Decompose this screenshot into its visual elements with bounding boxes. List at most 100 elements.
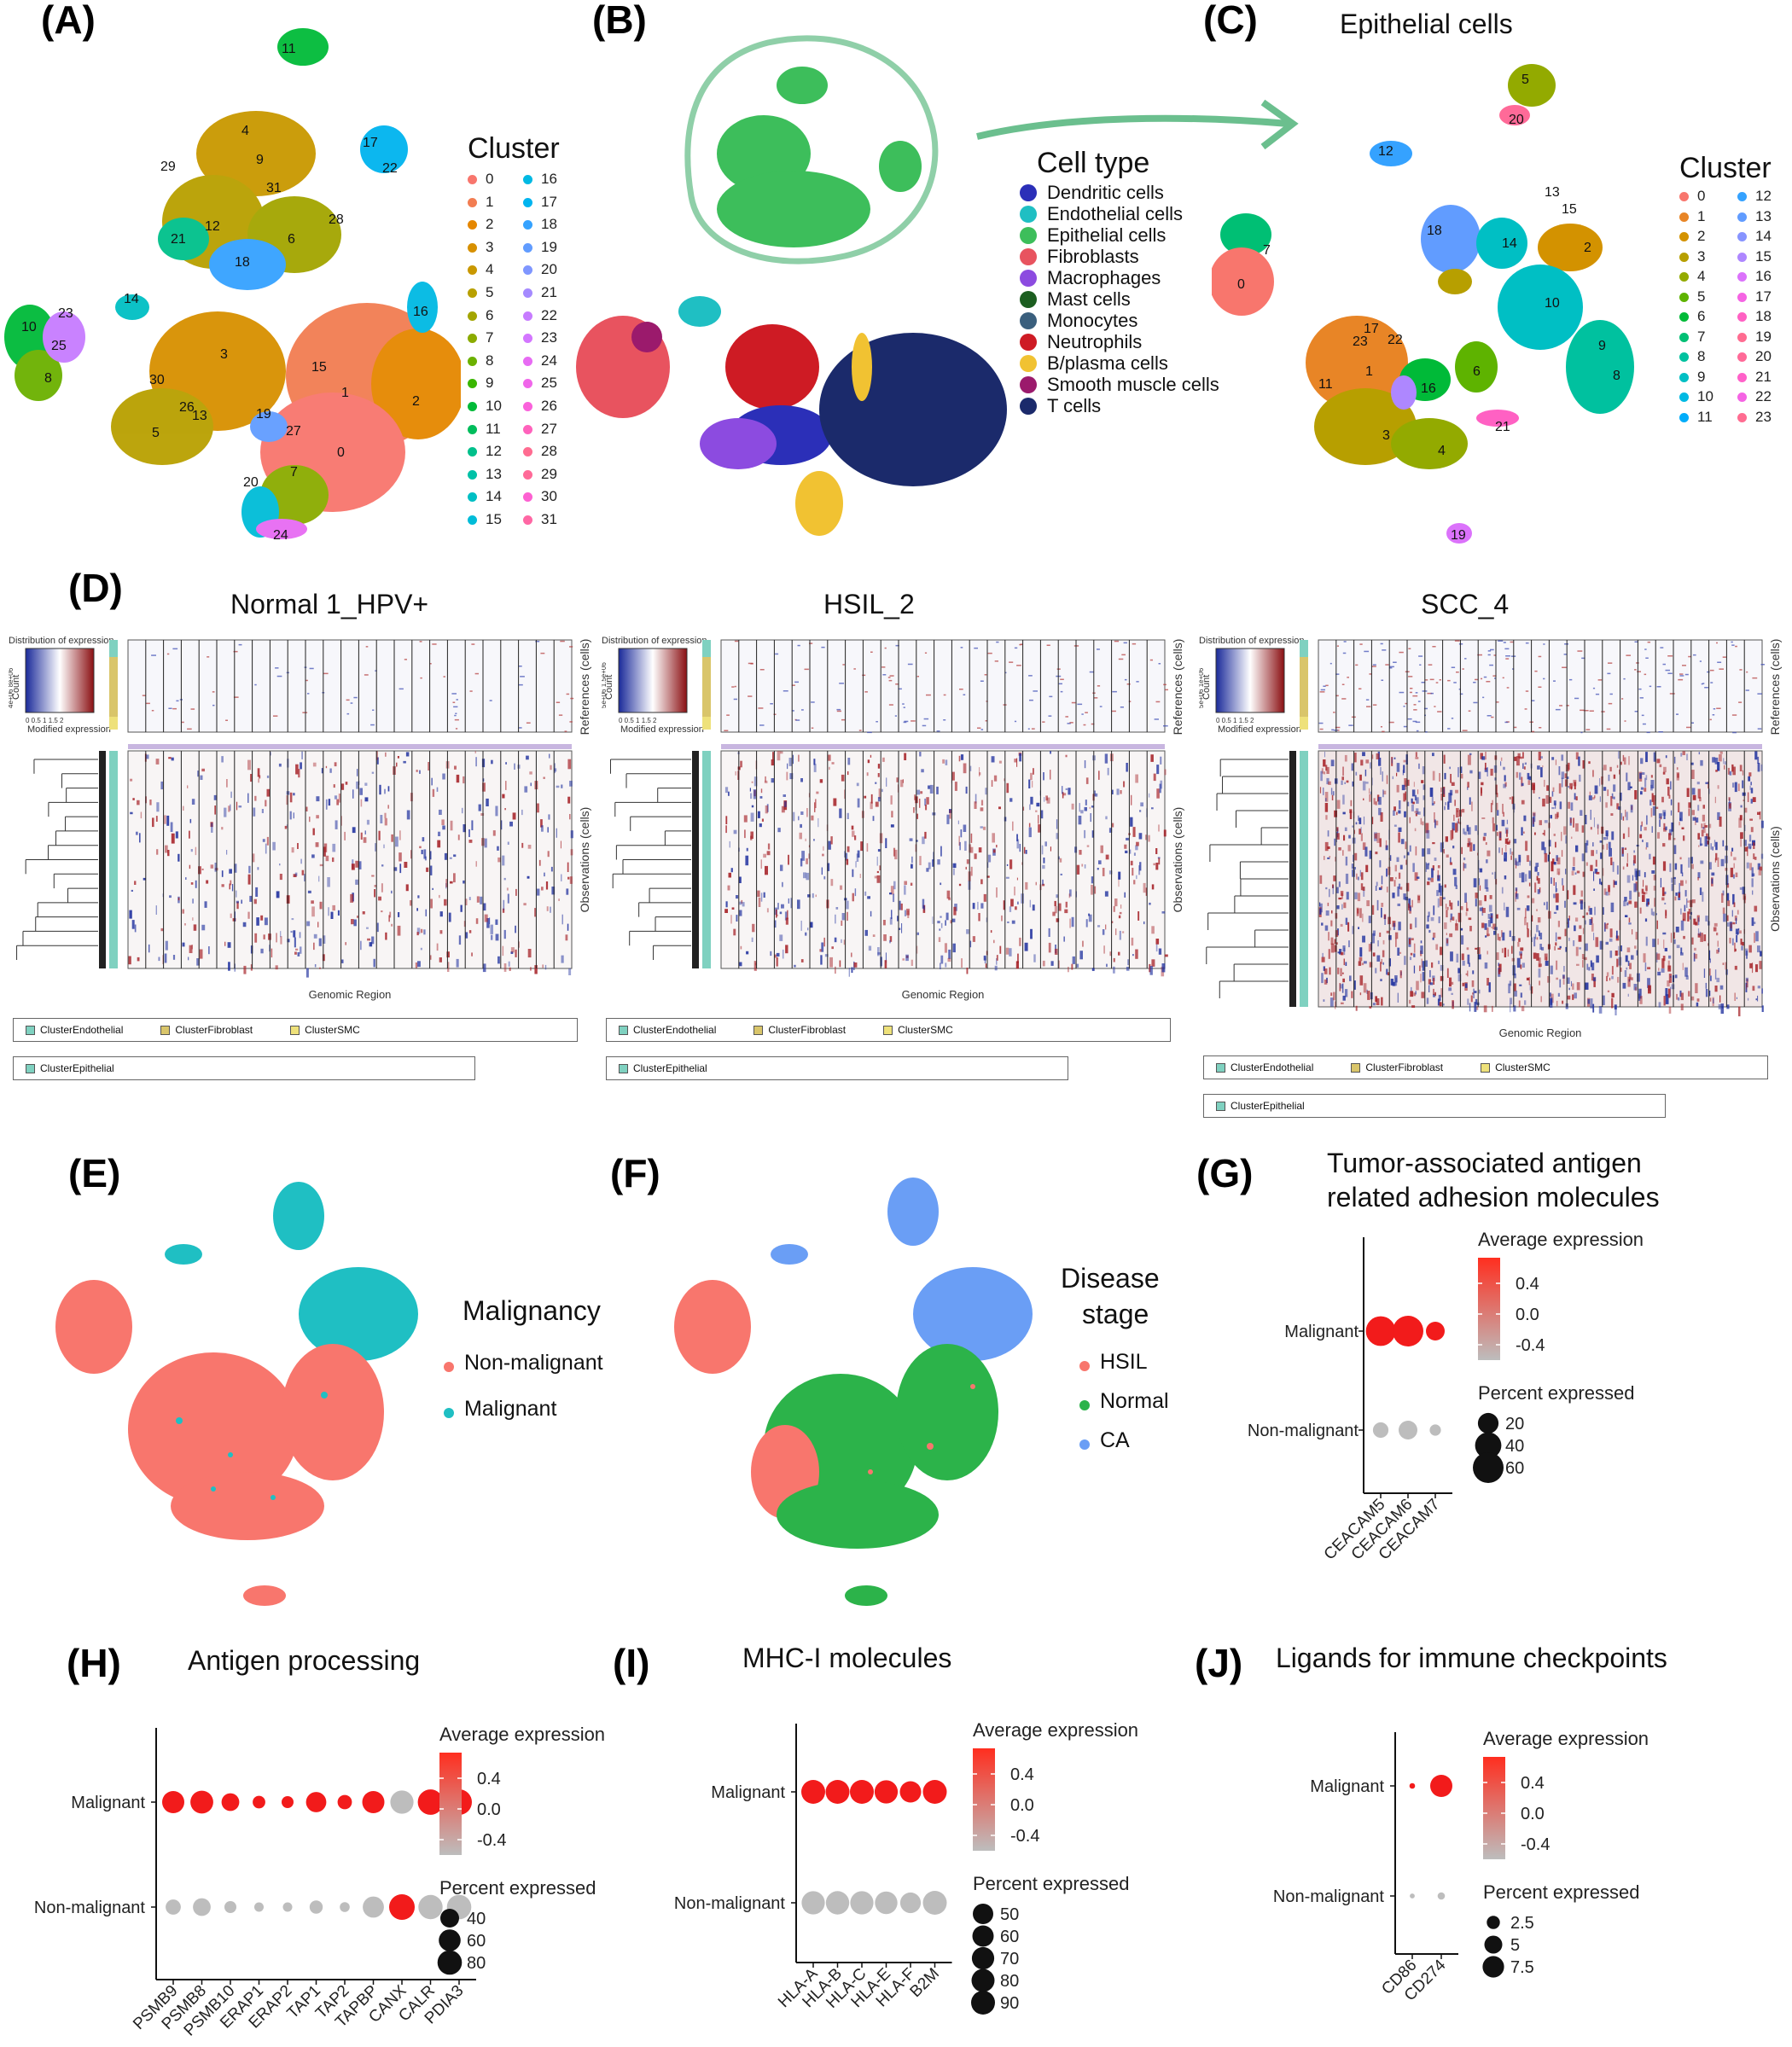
legend-cluster-a-label: 6 — [486, 306, 494, 323]
legend-dot-icon — [1020, 206, 1037, 223]
legend-cluster-a-item: 10 — [468, 398, 502, 415]
legend-cluster-c-item: 11 — [1679, 409, 1713, 426]
svg-text:4: 4 — [1438, 444, 1446, 458]
heatmap-legend-label: ClusterEpithelial — [26, 1057, 114, 1079]
pct-expressed-title: Percent expressed — [1483, 1881, 1639, 1903]
legend-cluster-a-item: 7 — [468, 329, 493, 346]
legend-cluster-a-label: 14 — [486, 488, 502, 505]
legend-dot-icon — [1020, 398, 1037, 415]
legend-dot-icon — [468, 424, 477, 434]
pct-legend-dot — [1473, 1452, 1504, 1483]
dot-CANX-non-malignant — [389, 1894, 415, 1920]
heatmap-legend-reference: ClusterEndothelial ClusterFibroblast Clust… — [13, 1018, 578, 1042]
legend-dot-icon — [1679, 312, 1689, 323]
legend-stage-label: HSIL — [1100, 1350, 1148, 1374]
legend-cluster-a-item: 17 — [523, 194, 557, 211]
legend-celltype-label: T cells — [1047, 395, 1102, 416]
heatmap-legend-label: ClusterEpithelial — [619, 1057, 707, 1079]
legend-cluster-a-item: 29 — [523, 466, 557, 483]
legend-dot-icon — [1079, 1439, 1090, 1450]
dot-CEACAM5-malignant — [1365, 1316, 1396, 1346]
ylabel-references: References (cells) — [578, 639, 591, 736]
svg-text:19: 19 — [1451, 528, 1466, 543]
svg-text:1: 1 — [341, 386, 349, 400]
panel-label-i: (I) — [613, 1641, 650, 1685]
heatmap-svg: Distribution of expression 0 0.5 1 1.5 2M… — [1199, 636, 1782, 1039]
legend-dot-icon — [1679, 212, 1689, 222]
pct-legend-dot — [1482, 1956, 1504, 1978]
svg-text:14: 14 — [1502, 236, 1517, 251]
avg-tick-label: -0.4 — [477, 1831, 506, 1850]
legend-cluster-c-label: 8 — [1697, 348, 1706, 364]
arrow-b-to-c — [976, 99, 1299, 150]
legend-dot-icon — [468, 334, 477, 344]
pct-legend-dot — [1484, 1935, 1503, 1954]
panel-label-h: (H) — [67, 1641, 121, 1685]
svg-text:5e+06 1e+06: 5e+06 1e+06 — [1199, 667, 1205, 708]
panel-label-d: (D) — [68, 566, 123, 610]
dot-CD274-malignant — [1430, 1775, 1452, 1797]
legend-cluster-a-item: 24 — [523, 352, 557, 369]
legend-dot-icon — [523, 175, 532, 185]
legend-cluster-c-label: 23 — [1755, 408, 1772, 425]
legend-celltype-label: Epithelial cells — [1047, 224, 1167, 246]
legend-cluster-a-item: 6 — [468, 307, 493, 324]
avg-expression-title: Average expression — [1483, 1728, 1649, 1749]
legend-celltype-item: Endothelial cells — [1020, 203, 1183, 225]
svg-text:13: 13 — [1545, 185, 1560, 200]
svg-text:0: 0 — [337, 445, 345, 460]
legend-cluster-c-item: 6 — [1679, 308, 1705, 325]
svg-text:19: 19 — [256, 407, 271, 422]
legend-cluster-c-label: 13 — [1755, 207, 1772, 224]
legend-title-disease: Disease — [1061, 1263, 1160, 1294]
legend-dot-icon — [468, 311, 477, 321]
avg-tick-label: 0.4 — [1516, 1275, 1539, 1294]
ylabel-observations: Observations (cells) — [578, 807, 591, 913]
svg-text:10: 10 — [21, 320, 37, 334]
pct-legend-dot — [437, 1950, 463, 1975]
legend-celltype-item: Neutrophils — [1020, 331, 1142, 353]
legend-dot-icon — [468, 242, 477, 253]
pct-legend-dot — [439, 1929, 461, 1951]
legend-cluster-a-item: 23 — [523, 329, 557, 346]
legend-cluster-c-item: 17 — [1737, 288, 1772, 305]
legend-cluster-a-item: 9 — [468, 375, 493, 392]
avg-tick-label: 0.0 — [1010, 1796, 1034, 1815]
legend-cluster-a-item: 4 — [468, 261, 493, 278]
legend-cluster-a-item: 3 — [468, 239, 493, 256]
svg-text:7: 7 — [290, 465, 298, 480]
key-title: Distribution of expression — [9, 636, 114, 646]
legend-dot-icon — [1737, 192, 1747, 202]
legend-dot-icon — [1737, 393, 1747, 403]
umap-b — [576, 35, 1007, 536]
legend-cluster-a-item: 31 — [523, 511, 557, 528]
legend-dot-icon — [468, 175, 477, 185]
svg-text:21: 21 — [171, 232, 186, 247]
svg-text:0 0.5 1 1.5 2: 0 0.5 1 1.5 2 — [619, 717, 657, 724]
svg-text:14: 14 — [124, 292, 139, 306]
legend-dot-icon — [1020, 291, 1037, 308]
row-label: Malignant — [711, 1783, 785, 1802]
panel-label-j: (J) — [1195, 1641, 1243, 1685]
legend-dot-icon — [468, 265, 477, 276]
legend-cluster-a-item: 8 — [468, 352, 493, 369]
dot-B2M-non-malignant — [922, 1891, 947, 1915]
legend-cluster-c-item: 15 — [1737, 248, 1772, 265]
legend-dot-icon — [468, 402, 477, 412]
dot-TAP2-non-malignant — [340, 1902, 350, 1912]
heatmap-legend-label: ClusterFibroblast — [1351, 1056, 1443, 1079]
legend-dot-icon — [1737, 232, 1747, 242]
legend-celltype-label: Smooth muscle cells — [1047, 374, 1219, 395]
legend-cluster-c-label: 2 — [1697, 228, 1706, 244]
ylabel-references: References (cells) — [1171, 639, 1184, 736]
avg-expression-colorbar — [973, 1748, 995, 1851]
legend-cluster-a-label: 31 — [541, 511, 557, 527]
avg-tick-label: 0.4 — [1010, 1765, 1034, 1784]
legend-dot-icon — [468, 220, 477, 230]
legend-dot-icon — [523, 334, 532, 344]
legend-cluster-c-label: 17 — [1755, 288, 1772, 305]
svg-text:29: 29 — [160, 160, 176, 174]
legend-dot-icon — [1679, 192, 1689, 202]
svg-text:6: 6 — [1473, 364, 1481, 379]
legend-cluster-c-label: 7 — [1697, 328, 1706, 345]
